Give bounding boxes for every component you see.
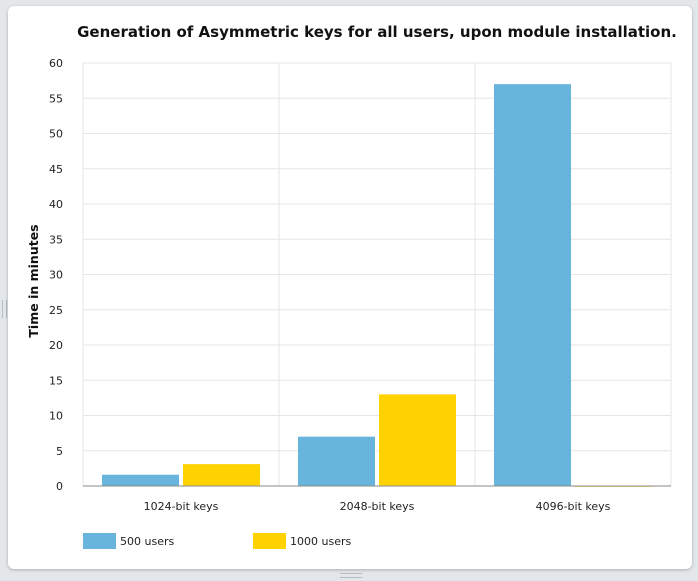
- legend-swatch[interactable]: [253, 533, 286, 549]
- y-axis-label: Time in minutes: [26, 224, 41, 337]
- y-tick-label: 50: [49, 128, 63, 141]
- y-tick-label: 55: [49, 92, 63, 105]
- bar[interactable]: [183, 464, 260, 486]
- x-tick-label: 4096-bit keys: [536, 500, 611, 513]
- resize-handle-left[interactable]: [2, 300, 7, 318]
- y-tick-label: 30: [49, 269, 63, 282]
- bar-series: [102, 84, 652, 487]
- resize-handle-bottom[interactable]: [340, 573, 362, 578]
- x-tick-label: 1024-bit keys: [144, 500, 219, 513]
- chart-panel: Generation of Asymmetric keys for all us…: [8, 6, 692, 569]
- bar[interactable]: [494, 84, 571, 487]
- y-tick-label: 60: [49, 57, 63, 70]
- x-tick-label: 2048-bit keys: [340, 500, 415, 513]
- y-tick-label: 10: [49, 410, 63, 423]
- y-tick-label: 35: [49, 233, 63, 246]
- y-tick-label: 40: [49, 198, 63, 211]
- x-axis-ticks: 1024-bit keys 2048-bit keys 4096-bit keys: [83, 485, 671, 513]
- y-tick-label: 5: [56, 445, 63, 458]
- y-axis-ticks: 0 5 10 15 20 25 30 35 40 45 50 55 60: [49, 57, 63, 493]
- bar[interactable]: [379, 394, 456, 486]
- bar-chart: Generation of Asymmetric keys for all us…: [26, 23, 677, 549]
- legend-label[interactable]: 500 users: [120, 535, 174, 548]
- legend-label[interactable]: 1000 users: [290, 535, 351, 548]
- y-tick-label: 20: [49, 339, 63, 352]
- gridlines: [82, 62, 672, 486]
- legend: 500 users 1000 users: [83, 533, 351, 549]
- chart-title: Generation of Asymmetric keys for all us…: [77, 23, 677, 41]
- y-tick-label: 0: [56, 480, 63, 493]
- y-tick-label: 15: [49, 374, 63, 387]
- y-tick-label: 45: [49, 163, 63, 176]
- y-tick-label: 25: [49, 304, 63, 317]
- bar[interactable]: [298, 436, 375, 486]
- legend-swatch[interactable]: [83, 533, 116, 549]
- bar[interactable]: [102, 474, 179, 486]
